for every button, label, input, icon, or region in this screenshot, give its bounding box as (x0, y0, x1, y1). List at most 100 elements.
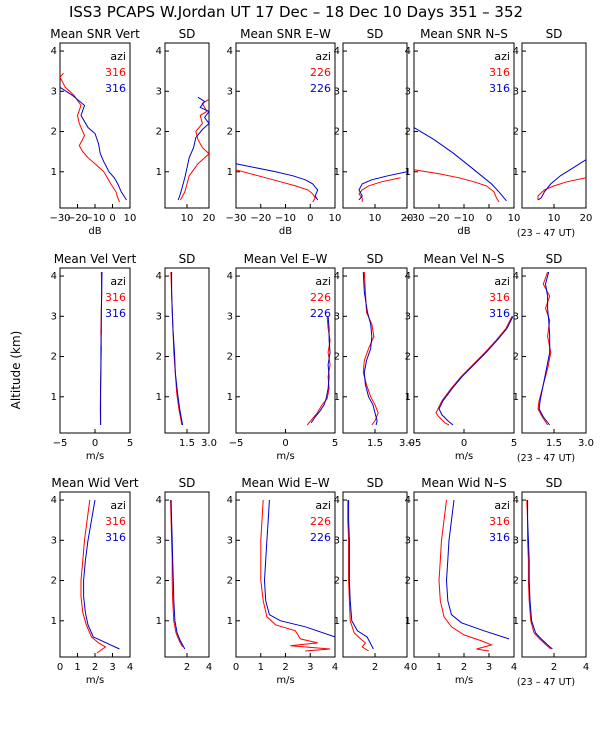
panel-5: Mean SNR N–S 1 2 3 4 −30 −20 −10 0 10 dB azi 316 316 (403, 27, 520, 237)
series-line-red (306, 316, 331, 426)
y-tick-label: 1 (334, 616, 340, 627)
legend-entry-blue: 316 (489, 531, 510, 544)
x-tick-label: 10 (508, 213, 521, 224)
y-tick-label: 3 (51, 535, 57, 546)
series-line-blue (310, 316, 331, 424)
x-tick-label: 4 (127, 662, 133, 673)
legend-entry-blue: 316 (105, 531, 126, 544)
panel-title: SD (367, 27, 384, 41)
altitude-axis-label: Altitude (km) (9, 331, 23, 410)
x-axis-label: dB (457, 226, 470, 237)
panel-title: SD (179, 476, 196, 490)
series-line-red (526, 499, 552, 650)
x-tick-label: 20 (401, 213, 414, 224)
legend-header: azi (315, 50, 331, 63)
x-tick-label: 10 (369, 213, 382, 224)
x-tick-label: 1.5 (179, 438, 195, 449)
panel-4: SD 1 2 3 4 10 20 (334, 27, 414, 224)
x-tick-label: 0 (486, 213, 492, 224)
legend-entry-red: 316 (105, 66, 126, 79)
x-tick-label: 2 (372, 662, 378, 673)
legend-entry-blue: 226 (310, 531, 331, 544)
series-line-red (60, 72, 120, 203)
y-tick-label: 1 (156, 392, 162, 403)
x-axis-label: dB (88, 226, 101, 237)
x-tick-label: 5 (332, 438, 338, 449)
series-line-red (347, 500, 369, 652)
panel-title: SD (546, 252, 563, 266)
y-tick-label: 3 (513, 311, 519, 322)
y-tick-label: 1 (227, 167, 233, 178)
y-tick-label: 1 (334, 392, 340, 403)
series-line-blue (438, 316, 514, 426)
panel-11: Mean Vel N–S 1 2 3 4 −5 0 5 m/s azi 316 316 (405, 252, 518, 462)
x-tick-label: 0 (307, 213, 313, 224)
y-tick-label: 2 (51, 127, 57, 138)
panel-frame (521, 491, 587, 658)
y-tick-label: 4 (334, 271, 340, 282)
panel-15: Mean Wid E–W 1 2 3 4 0 1 2 3 4 m/s azi 226 226 (227, 476, 339, 686)
figure-title: ISS3 PCAPS W.Jordan UT 17 Dec – 18 Dec 1… (69, 3, 523, 21)
time-range-note: (23 – 47 UT) (517, 677, 575, 688)
y-tick-label: 3 (227, 86, 233, 97)
series-line-blue (236, 163, 319, 201)
y-tick-label: 4 (156, 46, 162, 57)
panel-title: Mean Wid N–S (421, 476, 506, 490)
x-tick-label: 1.5 (546, 438, 562, 449)
x-tick-label: 10 (181, 213, 194, 224)
series-line-blue (83, 499, 120, 650)
legend-entry-red: 226 (310, 291, 331, 304)
x-tick-label: −10 (84, 213, 105, 224)
y-tick-label: 4 (51, 271, 57, 282)
series-line-red (414, 169, 500, 203)
panel-title: Mean Wid Vert (51, 476, 138, 490)
x-tick-label: 0 (233, 662, 239, 673)
y-tick-label: 1 (405, 616, 411, 627)
y-tick-label: 4 (405, 271, 411, 282)
panel-14: SD 1 2 3 4 2 4 (156, 476, 213, 673)
y-tick-label: 3 (405, 535, 411, 546)
x-tick-label: 0 (57, 662, 63, 673)
y-tick-label: 4 (51, 495, 57, 506)
x-tick-label: 4 (583, 662, 589, 673)
y-tick-label: 3 (51, 311, 57, 322)
y-tick-label: 3 (156, 535, 162, 546)
legend-entry-red: 316 (105, 291, 126, 304)
series-line-blue (263, 499, 335, 638)
y-tick-label: 3 (513, 535, 519, 546)
y-tick-label: 1 (405, 167, 411, 178)
x-axis-label: m/s (276, 675, 294, 686)
series-line-red (438, 499, 494, 652)
y-tick-label: 3 (227, 311, 233, 322)
y-tick-label: 2 (156, 127, 162, 138)
x-axis-label: m/s (455, 451, 473, 462)
panel-title: SD (367, 252, 384, 266)
x-tick-label: 3 (109, 662, 115, 673)
legend-entry-blue: 226 (310, 307, 331, 320)
series-line-blue (171, 272, 184, 426)
x-tick-label: 3.0 (578, 438, 594, 449)
legend-entry-blue: 316 (489, 307, 510, 320)
y-tick-label: 2 (334, 576, 340, 587)
x-axis-label: m/s (455, 675, 473, 686)
y-tick-label: 2 (513, 127, 519, 138)
panel-7: Mean Vel Vert 1 2 3 4 −5 0 5 m/s azi 316 316 (51, 252, 137, 462)
y-tick-label: 2 (156, 352, 162, 363)
series-line-red (260, 499, 331, 652)
x-tick-label: 1 (258, 662, 264, 673)
panel-frame (342, 267, 408, 434)
x-tick-label: 2 (92, 662, 98, 673)
y-tick-label: 1 (513, 616, 519, 627)
panel-title: SD (367, 476, 384, 490)
x-tick-label: 10 (329, 213, 342, 224)
y-tick-label: 2 (405, 127, 411, 138)
series-line-blue (348, 500, 374, 650)
y-tick-label: 4 (227, 46, 233, 57)
y-tick-label: 3 (227, 535, 233, 546)
x-tick-label: 0 (411, 662, 417, 673)
panel-8: SD 1 2 3 4 1.5 3.0 (156, 252, 217, 449)
y-tick-label: 4 (227, 495, 233, 506)
legend-header: azi (110, 499, 126, 512)
